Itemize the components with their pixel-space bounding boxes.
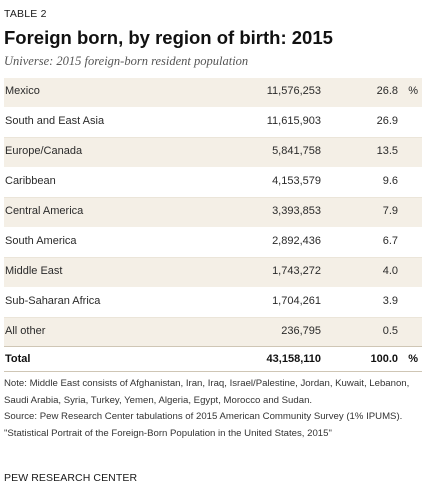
count-cell: 3,393,853 <box>272 205 321 217</box>
table-subtitle: Universe: 2015 foreign-born resident pop… <box>4 54 249 68</box>
region-cell: Central America <box>5 205 84 217</box>
table-row: Central America 3,393,853 7.9 <box>4 198 422 228</box>
table-label: TABLE 2 <box>4 8 47 20</box>
region-cell: Caribbean <box>5 175 56 187</box>
percent-cell: 7.9 <box>382 205 398 217</box>
data-rows: Mexico 11,576,253 26.8 % South and East … <box>4 78 422 348</box>
region-cell: South America <box>5 235 77 247</box>
percent-cell: 26.8 <box>376 85 398 97</box>
table-row: Sub-Saharan Africa 1,704,261 3.9 <box>4 288 422 318</box>
table-row: All other 236,795 0.5 <box>4 318 422 348</box>
count-cell: 236,795 <box>281 325 321 337</box>
percent-cell: 4.0 <box>382 265 398 277</box>
count-cell: 11,615,903 <box>266 115 321 127</box>
percent-cell: 13.5 <box>376 145 398 157</box>
region-cell: Europe/Canada <box>5 145 83 157</box>
count-cell: 2,892,436 <box>272 235 321 247</box>
count-cell: 11,576,253 <box>266 85 321 97</box>
publisher-footer: PEW RESEARCH CENTER <box>4 472 138 484</box>
count-cell: 1,743,272 <box>272 265 321 277</box>
source-text: Source: Pew Research Center tabulations … <box>4 411 403 422</box>
table-row: Europe/Canada 5,841,758 13.5 <box>4 138 422 168</box>
percent-cell: 9.6 <box>382 175 398 187</box>
table-row: South and East Asia 11,615,903 26.9 <box>4 108 422 138</box>
total-percent: 100.0 <box>370 353 398 365</box>
report-title-text: "Statistical Portrait of the Foreign-Bor… <box>4 427 332 439</box>
region-cell: South and East Asia <box>5 115 105 127</box>
percent-cell: 0.5 <box>382 325 398 337</box>
total-count: 43,158,110 <box>266 353 321 365</box>
region-cell: All other <box>5 325 46 337</box>
percent-symbol: % <box>408 85 418 97</box>
table-row: Caribbean 4,153,579 9.6 <box>4 168 422 198</box>
table-row: Mexico 11,576,253 26.8 % <box>4 78 422 108</box>
region-cell: Middle East <box>5 265 63 277</box>
count-cell: 4,153,579 <box>272 175 321 187</box>
table-row: South America 2,892,436 6.7 <box>4 228 422 258</box>
total-row: Total 43,158,110 100.0 % <box>4 346 422 372</box>
percent-cell: 6.7 <box>382 235 398 247</box>
table-row: Middle East 1,743,272 4.0 <box>4 258 422 288</box>
count-cell: 5,841,758 <box>272 145 321 157</box>
table-title: Foreign born, by region of birth: 2015 <box>4 27 333 48</box>
table-notes: Note: Middle East consists of Afghanista… <box>4 376 418 442</box>
total-label: Total <box>5 353 31 365</box>
region-cell: Sub-Saharan Africa <box>5 295 101 307</box>
percent-cell: 3.9 <box>382 295 398 307</box>
total-percent-symbol: % <box>408 353 418 365</box>
count-cell: 1,704,261 <box>272 295 321 307</box>
percent-cell: 26.9 <box>376 115 398 127</box>
region-cell: Mexico <box>5 85 40 97</box>
note-text: Note: Middle East consists of Afghanista… <box>4 378 410 406</box>
